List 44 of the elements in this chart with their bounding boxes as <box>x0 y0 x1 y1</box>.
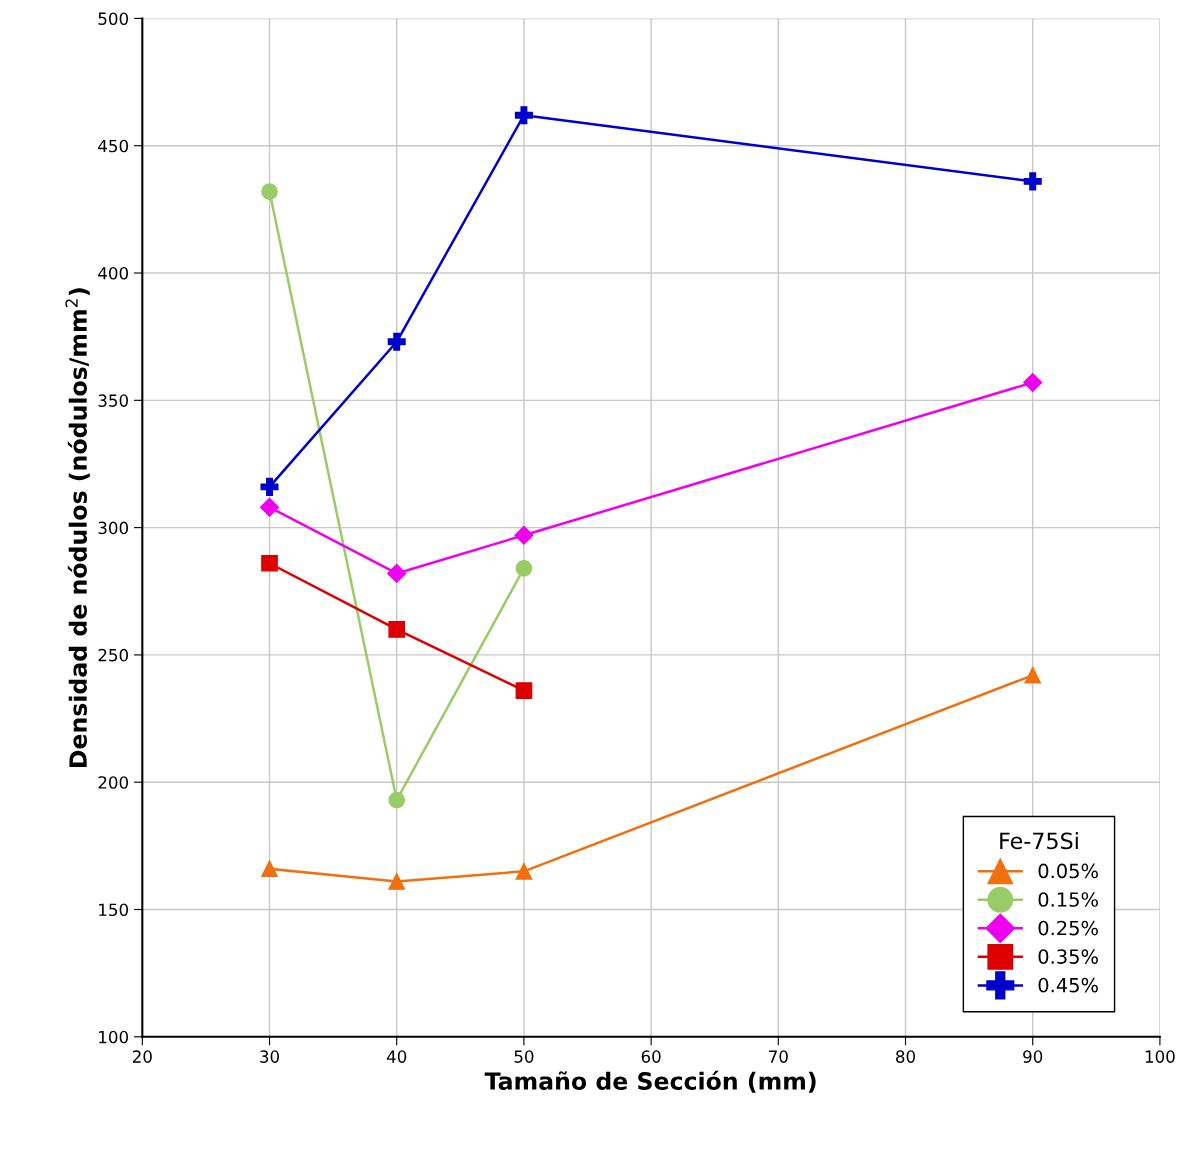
y-tick-label: 250 <box>98 648 129 662</box>
x-tick-label: 30 <box>260 1050 280 1063</box>
x-tick-label: 80 <box>896 1050 916 1063</box>
point <box>388 621 406 638</box>
point <box>1024 666 1042 684</box>
x-axis-title: Tamaño de Sección (mm) <box>484 1070 816 1093</box>
point <box>515 682 533 699</box>
y-tick-label: 450 <box>98 139 129 153</box>
y-tick-label: 200 <box>98 776 129 789</box>
legend-label: 0.25% <box>1038 920 1098 936</box>
legend-label: 0.05% <box>1038 863 1098 879</box>
legend-title: Fe-75Si <box>1000 832 1078 850</box>
x-tick-label: 60 <box>641 1050 661 1063</box>
y-tick-label: 400 <box>98 266 129 280</box>
y-tick-label: 350 <box>98 394 129 407</box>
point <box>388 791 406 809</box>
point <box>387 332 406 351</box>
legend-label: 0.15% <box>1038 892 1098 907</box>
point <box>260 477 279 496</box>
point <box>1023 372 1043 393</box>
point <box>261 554 278 572</box>
point <box>261 183 278 200</box>
point <box>259 497 280 517</box>
point <box>514 525 534 545</box>
y-tick-label: 100 <box>99 1030 129 1044</box>
x-tick-label: 100 <box>1145 1050 1175 1063</box>
point <box>514 106 533 125</box>
y-tick-label: 500 <box>98 12 129 25</box>
x-tick-label: 20 <box>132 1050 152 1063</box>
point <box>261 860 278 878</box>
point <box>515 862 533 880</box>
legend-label: 0.35% <box>1038 949 1098 964</box>
y-tick-label: 150 <box>99 903 129 917</box>
x-tick-label: 70 <box>769 1050 788 1063</box>
point <box>515 560 533 577</box>
legend-label: 0.45% <box>1038 977 1098 993</box>
x-tick-label: 90 <box>1023 1050 1043 1063</box>
point <box>1023 172 1042 191</box>
point <box>387 563 407 583</box>
x-tick-label: 40 <box>386 1050 407 1063</box>
point <box>388 873 406 890</box>
x-tick-label: 50 <box>514 1050 534 1063</box>
y-axis-title: Densidad de nódulos (nódulos/mm$^{2}$) <box>65 288 90 767</box>
y-tick-label: 300 <box>98 521 129 535</box>
